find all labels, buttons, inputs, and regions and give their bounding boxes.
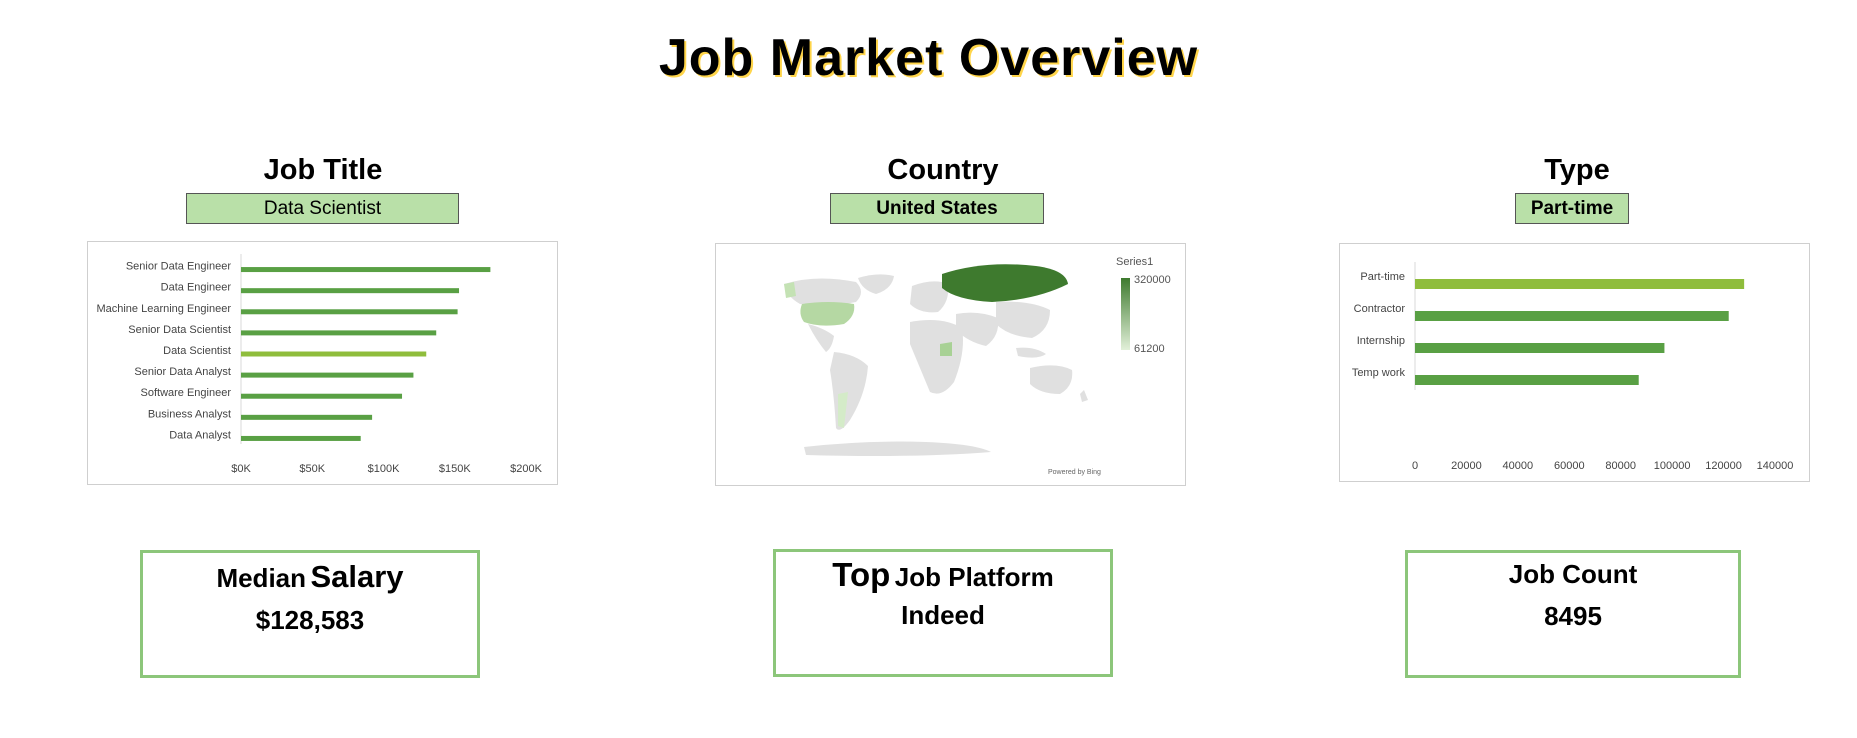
top-platform-card: Top Job Platform Indeed: [773, 549, 1113, 677]
country-map-chart: Series1 320000 61200 Powered by Bing: [715, 243, 1186, 486]
median-salary-value: $128,583: [255, 605, 365, 635]
job-title-category-label: Senior Data Scientist: [128, 324, 231, 336]
job-type-category-label: Temp work: [1352, 367, 1406, 379]
job-type-chart: Part-time Contractor Internship Temp work 0 2…: [1339, 243, 1810, 482]
job-title-bar: [241, 267, 491, 273]
job-type-bar: [1415, 375, 1639, 385]
type-slicer[interactable]: Part-time: [1515, 193, 1629, 224]
job-type-chart-svg: Part-time Contractor Internship Temp work 0 2…: [1352, 262, 1794, 472]
job-title-tick-label: $50K: [299, 463, 325, 475]
job-count-value: 8495: [1544, 601, 1602, 631]
job-title-category-label: Machine Learning Engineer: [96, 303, 231, 315]
job-title-bar: [241, 351, 427, 357]
country-slicer-value: United States: [876, 197, 998, 219]
job-title-category-label: Data Engineer: [161, 282, 232, 294]
job-title-bar: [241, 309, 458, 315]
world-map-svg: [784, 264, 1088, 456]
job-title-tick-label: $150K: [439, 463, 471, 475]
job-title-category-label: Software Engineer: [141, 387, 232, 399]
page-title: Job Market Overview: [658, 29, 1199, 87]
job-type-bar: [1415, 343, 1665, 353]
job-title-heading: Job Title: [263, 154, 383, 186]
job-count-label: Job Count: [1508, 559, 1638, 589]
type-slicer-value: Part-time: [1530, 197, 1614, 219]
map-legend-gradient: [1121, 278, 1130, 350]
job-type-category-label: Internship: [1357, 335, 1405, 347]
type-heading: Type: [1544, 154, 1610, 186]
job-type-tick-label: 80000: [1605, 460, 1636, 472]
median-salary-card: Median Salary $128,583: [140, 550, 480, 678]
job-type-tick-label: 40000: [1503, 460, 1534, 472]
job-title-bar: [241, 414, 373, 420]
job-title-category-label: Business Analyst: [148, 408, 231, 420]
median-salary-label-big: Salary: [310, 559, 404, 594]
job-type-category-label: Part-time: [1360, 271, 1405, 283]
job-title-tick-label: $100K: [368, 463, 400, 475]
job-count-card: Job Count 8495: [1405, 550, 1741, 678]
job-title-tick-label: $0K: [231, 463, 251, 475]
top-platform-label: Top Job Platform: [776, 556, 1110, 594]
job-type-tick-label: 120000: [1705, 460, 1742, 472]
top-platform-label-big: Top: [832, 556, 891, 593]
job-type-bar: [1415, 311, 1729, 321]
map-legend-max: 320000: [1134, 274, 1171, 286]
job-title-salary-chart: Senior Data Engineer Data Engineer Machine…: [87, 241, 558, 485]
median-salary-label: Median Salary: [143, 559, 477, 595]
job-title-category-label: Data Scientist: [163, 345, 231, 357]
job-title-salary-chart-svg: Senior Data Engineer Data Engineer Machine…: [96, 254, 543, 475]
map-legend-min: 61200: [1134, 343, 1165, 355]
job-title-bar: [241, 288, 460, 294]
country-slicer[interactable]: United States: [830, 193, 1044, 224]
job-title-slicer-value: Data Scientist: [263, 197, 382, 219]
job-title-bar: [241, 372, 414, 378]
map-credit: Powered by Bing: [1048, 469, 1101, 476]
top-platform-label-small: Job Platform: [894, 562, 1054, 592]
map-legend-title: Series1: [1116, 256, 1154, 268]
job-title-tick-label: $200K: [510, 463, 542, 475]
job-title-category-label: Data Analyst: [169, 429, 231, 441]
job-title-bar: [241, 435, 361, 441]
country-heading: Country: [887, 154, 999, 186]
job-title-bar: [241, 393, 403, 399]
job-title-bar: [241, 330, 437, 336]
job-type-tick-label: 20000: [1451, 460, 1482, 472]
job-type-tick-label: 100000: [1654, 460, 1691, 472]
job-type-tick-label: 0: [1412, 460, 1418, 472]
job-type-tick-label: 60000: [1554, 460, 1585, 472]
job-title-category-label: Senior Data Analyst: [134, 366, 231, 378]
job-title-category-label: Senior Data Engineer: [126, 261, 232, 273]
job-type-bar: [1415, 279, 1745, 289]
top-platform-value: Indeed: [901, 600, 985, 630]
median-salary-label-small: Median: [216, 563, 307, 593]
job-type-tick-label: 140000: [1757, 460, 1794, 472]
job-title-slicer[interactable]: Data Scientist: [186, 193, 459, 224]
job-type-category-label: Contractor: [1354, 303, 1406, 315]
